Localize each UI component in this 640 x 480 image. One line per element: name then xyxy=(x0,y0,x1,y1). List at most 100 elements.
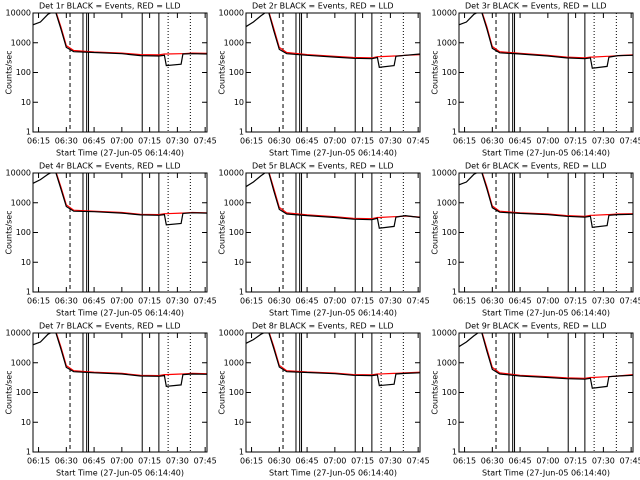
plot-frame xyxy=(458,12,634,133)
series-line xyxy=(33,333,207,388)
x-tick-label: 06:15 xyxy=(240,297,263,306)
panel-title: Det 8r BLACK = Events, RED = LLD xyxy=(252,322,394,331)
y-axis-label: Counts/sec xyxy=(218,210,227,254)
plot-frame xyxy=(32,172,208,293)
y-tick-label: 1 xyxy=(452,128,457,137)
y-tick-label: 10 xyxy=(234,418,244,427)
y-tick-label: 1000 xyxy=(224,198,244,207)
x-tick-label: 06:15 xyxy=(240,457,263,466)
panel: Det 9r BLACK = Events, RED = LLD Start Ti… xyxy=(431,322,640,478)
panel: Det 1r BLACK = Events, RED = LLD Start Ti… xyxy=(5,2,217,158)
x-tick-label: 07:30 xyxy=(592,297,615,306)
x-tick-label: 06:45 xyxy=(509,457,532,466)
plot-area xyxy=(459,333,633,452)
y-tick-label: 1000 xyxy=(437,358,457,367)
y-tick-label: 10000 xyxy=(432,169,457,178)
y-tick-label: 10 xyxy=(21,258,31,267)
y-tick-label: 10 xyxy=(21,418,31,427)
y-tick-label: 100 xyxy=(229,228,244,237)
x-axis-label: Start Time (27-Jun-05 06:14:40) xyxy=(482,469,610,478)
y-tick-label: 100 xyxy=(16,68,31,77)
x-axis-label: Start Time (27-Jun-05 06:14:40) xyxy=(56,149,184,158)
x-tick-label: 06:45 xyxy=(509,137,532,146)
y-tick-label: 10000 xyxy=(219,9,244,18)
x-axis-label: Start Time (27-Jun-05 06:14:40) xyxy=(56,309,184,318)
plot-area xyxy=(33,173,207,292)
x-tick-label: 06:15 xyxy=(240,137,263,146)
panel-title: Det 9r BLACK = Events, RED = LLD xyxy=(465,322,607,331)
y-axis-label: Counts/sec xyxy=(431,50,440,94)
series-line xyxy=(481,13,633,59)
x-tick-label: 06:30 xyxy=(55,457,78,466)
panel-title: Det 1r BLACK = Events, RED = LLD xyxy=(39,2,181,11)
y-tick-label: 10 xyxy=(447,98,457,107)
y-tick-label: 1000 xyxy=(11,358,31,367)
y-tick-label: 10 xyxy=(21,98,31,107)
x-axis-label: Start Time (27-Jun-05 06:14:40) xyxy=(269,469,397,478)
x-tick-label: 07:15 xyxy=(564,297,587,306)
y-tick-label: 1 xyxy=(239,128,244,137)
plot-area xyxy=(246,173,420,292)
panel: Det 6r BLACK = Events, RED = LLD Start Ti… xyxy=(431,162,640,318)
series-line xyxy=(459,13,633,69)
y-tick-label: 10000 xyxy=(6,9,31,18)
x-tick-label: 07:00 xyxy=(323,297,346,306)
y-axis-label: Counts/sec xyxy=(218,50,227,94)
y-tick-label: 10 xyxy=(447,418,457,427)
x-tick-label: 07:15 xyxy=(351,457,374,466)
x-tick-label: 07:30 xyxy=(379,297,402,306)
x-tick-label: 07:45 xyxy=(620,137,640,146)
y-axis-label: Counts/sec xyxy=(431,210,440,254)
x-tick-label: 06:30 xyxy=(268,297,291,306)
y-axis-label: Counts/sec xyxy=(218,370,227,414)
x-axis-label: Start Time (27-Jun-05 06:14:40) xyxy=(482,309,610,318)
x-tick-label: 06:45 xyxy=(83,457,106,466)
x-tick-label: 07:15 xyxy=(138,457,161,466)
panel: Det 3r BLACK = Events, RED = LLD Start Ti… xyxy=(431,2,640,158)
x-tick-label: 07:45 xyxy=(194,297,217,306)
x-tick-label: 07:45 xyxy=(194,457,217,466)
plot-frame xyxy=(32,12,208,133)
x-tick-label: 07:15 xyxy=(564,137,587,146)
y-axis-label: Counts/sec xyxy=(5,210,14,254)
x-tick-label: 07:15 xyxy=(351,137,374,146)
y-tick-label: 1000 xyxy=(437,198,457,207)
y-tick-label: 100 xyxy=(442,388,457,397)
y-tick-label: 100 xyxy=(16,388,31,397)
y-tick-label: 1000 xyxy=(224,38,244,47)
x-tick-label: 07:45 xyxy=(620,297,640,306)
y-tick-label: 100 xyxy=(442,68,457,77)
y-tick-label: 10 xyxy=(447,258,457,267)
x-tick-label: 07:30 xyxy=(379,457,402,466)
plot-frame xyxy=(458,172,634,293)
plot-area xyxy=(33,333,207,452)
x-tick-label: 07:45 xyxy=(407,137,430,146)
y-tick-label: 1 xyxy=(239,288,244,297)
y-tick-label: 1 xyxy=(452,288,457,297)
x-tick-label: 06:15 xyxy=(27,457,50,466)
y-tick-label: 1000 xyxy=(224,358,244,367)
x-tick-label: 07:45 xyxy=(194,137,217,146)
panel-title: Det 4r BLACK = Events, RED = LLD xyxy=(39,162,181,171)
y-tick-label: 1 xyxy=(26,128,31,137)
y-tick-label: 1000 xyxy=(11,38,31,47)
x-tick-label: 06:45 xyxy=(509,297,532,306)
series-line xyxy=(268,173,420,220)
x-tick-label: 06:30 xyxy=(481,137,504,146)
plot-area xyxy=(33,13,207,132)
x-tick-label: 06:30 xyxy=(481,297,504,306)
x-tick-label: 07:00 xyxy=(536,297,559,306)
series-line xyxy=(33,13,207,67)
x-tick-label: 07:00 xyxy=(110,137,133,146)
series-line xyxy=(246,333,420,387)
x-axis-label: Start Time (27-Jun-05 06:14:40) xyxy=(269,149,397,158)
x-tick-label: 07:30 xyxy=(166,137,189,146)
x-tick-label: 07:30 xyxy=(379,137,402,146)
y-tick-label: 10000 xyxy=(219,169,244,178)
x-tick-label: 06:30 xyxy=(481,457,504,466)
x-tick-label: 06:15 xyxy=(27,137,50,146)
y-tick-label: 100 xyxy=(229,388,244,397)
x-tick-label: 06:30 xyxy=(55,137,78,146)
